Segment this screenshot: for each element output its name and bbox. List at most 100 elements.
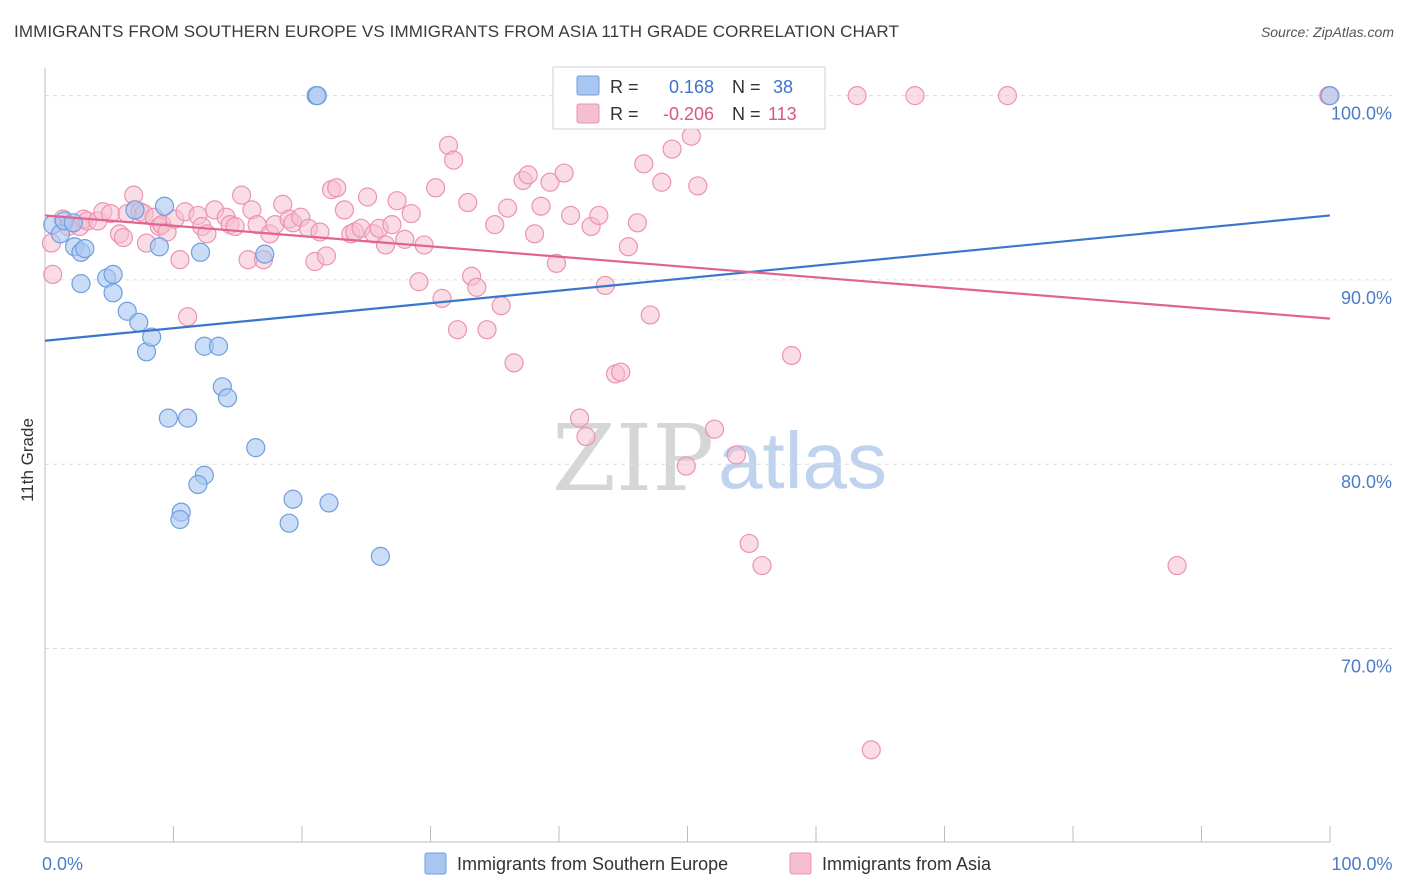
pink-point: [327, 178, 347, 198]
y-tick-label: 80.0%: [1341, 472, 1392, 492]
blue-point: [117, 301, 137, 321]
pink-point: [524, 224, 545, 244]
pink-point: [43, 264, 63, 284]
blue-point: [217, 388, 238, 408]
pink-point: [485, 215, 505, 235]
x-tick-label: 0.0%: [42, 854, 83, 874]
blue-point: [190, 242, 211, 262]
legend-pink-swatch: [789, 852, 812, 875]
stats-pink-n-value: 113: [768, 104, 797, 124]
blue-point: [246, 438, 266, 458]
x-tick-label: 100.0%: [1331, 854, 1392, 874]
pink-point: [225, 216, 245, 237]
pink-point: [113, 227, 133, 248]
pink-point: [618, 237, 638, 257]
blue-point: [129, 312, 149, 332]
pink-point: [334, 200, 355, 220]
pink-point: [447, 320, 468, 340]
pink-point: [634, 154, 654, 174]
pink-point: [401, 203, 421, 224]
pink-point: [316, 246, 337, 266]
y-tick-label: 70.0%: [1341, 657, 1392, 677]
pink-point: [382, 215, 402, 235]
pink-point: [178, 307, 198, 327]
pink-point: [432, 288, 452, 308]
blue-point: [103, 283, 123, 303]
pink-point: [688, 176, 708, 196]
blue-point: [319, 493, 339, 513]
pink-point: [861, 740, 881, 760]
pink-point: [467, 277, 487, 297]
pink-point: [491, 296, 511, 316]
pink-point: [589, 205, 609, 226]
stats-pink-r-value: -0.206: [663, 104, 714, 124]
pink-point: [357, 187, 378, 207]
pink-point: [498, 198, 518, 218]
legend: Immigrants from Southern Europe Immigran…: [424, 852, 992, 875]
stats-blue-swatch: [576, 75, 600, 96]
gridlines: [45, 95, 1392, 649]
pink-point: [569, 408, 590, 428]
stats-blue-n-label: N =: [732, 77, 761, 97]
legend-pink-label: Immigrants from Asia: [822, 854, 992, 874]
pink-point: [554, 163, 574, 183]
pink-point: [652, 172, 672, 192]
stats-blue-r-value: 0.168: [669, 77, 714, 97]
watermark: ZIP atlas: [552, 405, 887, 512]
source-credit: Source: ZipAtlas.com: [1260, 24, 1394, 40]
pink-point: [560, 205, 581, 226]
trend-lines: [44, 214, 1331, 342]
pink-point: [387, 191, 407, 211]
legend-blue-label: Immigrants from Southern Europe: [457, 854, 728, 874]
pink-point: [739, 533, 759, 554]
blue-point: [103, 264, 123, 284]
pink-point: [640, 305, 660, 325]
blue-point: [178, 408, 198, 428]
blue-point: [188, 474, 208, 495]
pink-point: [444, 150, 464, 170]
pink-trend-line: [44, 214, 1331, 320]
pink-point: [546, 253, 567, 273]
pink-point: [611, 362, 631, 382]
pink-point: [504, 353, 524, 373]
pink-point: [781, 345, 802, 366]
blue-trend-line: [44, 214, 1331, 342]
pink-point: [997, 86, 1018, 106]
blue-point: [255, 244, 275, 264]
blue-point: [71, 274, 91, 294]
pink-point: [847, 86, 867, 106]
blue-point: [142, 327, 162, 347]
legend-blue-swatch: [424, 852, 447, 875]
stats-pink-r-label: R =: [610, 104, 639, 124]
pink-point: [540, 172, 560, 192]
y-tick-label: 100.0%: [1331, 104, 1392, 124]
pink-point: [518, 165, 538, 185]
pink-point: [576, 426, 596, 447]
pink-point: [662, 139, 682, 159]
pink-point: [726, 445, 746, 465]
y-axis-label: 11th Grade: [18, 418, 37, 502]
blue-point: [125, 200, 145, 220]
chart-title: IMMIGRANTS FROM SOUTHERN EUROPE VS IMMIG…: [14, 22, 899, 41]
pink-point: [905, 86, 925, 106]
blue-point: [1320, 86, 1340, 106]
pink-point: [426, 178, 446, 198]
pink-point: [232, 185, 252, 205]
blue-point: [370, 546, 390, 566]
pink-point: [375, 235, 396, 255]
pink-point: [531, 196, 551, 216]
stats-box: R = 0.168 N = 38 R = -0.206 N = 113: [552, 66, 826, 130]
blue-point: [158, 408, 178, 428]
stats-blue-r-label: R =: [610, 77, 639, 97]
pink-point: [627, 213, 647, 233]
pink-point: [458, 192, 478, 213]
pink-point: [681, 126, 701, 146]
pink-point: [676, 456, 696, 476]
watermark-atlas: atlas: [718, 416, 887, 505]
stats-pink-swatch: [576, 103, 600, 124]
pink-point: [477, 320, 497, 340]
blue-point: [149, 237, 169, 257]
blue-point: [208, 336, 229, 356]
pink-point: [1167, 555, 1187, 576]
